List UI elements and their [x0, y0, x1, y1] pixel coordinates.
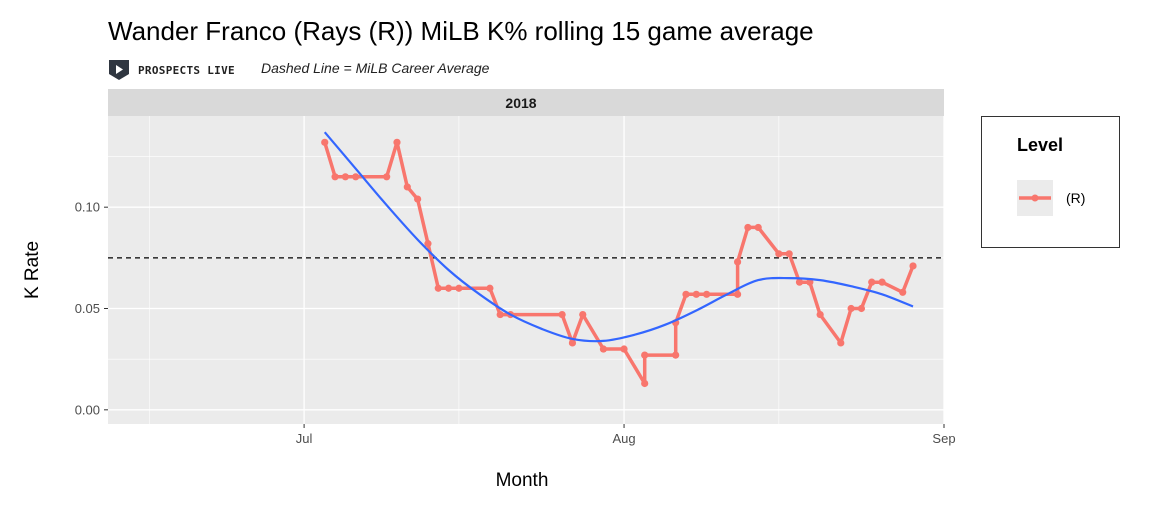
data-point: [414, 195, 422, 203]
data-point: [599, 345, 608, 353]
data-point: [403, 183, 411, 191]
play-shield-icon: [109, 60, 129, 80]
data-point: [321, 138, 329, 146]
y-tick-label: 0.10: [75, 200, 100, 215]
facet-label: 2018: [505, 95, 536, 111]
data-point: [641, 351, 649, 359]
data-point: [620, 345, 628, 353]
data-point: [424, 240, 432, 248]
data-point: [847, 304, 855, 313]
data-point: [733, 290, 742, 298]
data-point: [444, 284, 453, 292]
chart-subtitle: Dashed Line = MiLB Career Average: [261, 60, 490, 76]
data-point: [692, 290, 700, 298]
data-point: [393, 138, 401, 146]
chart-title: Wander Franco (Rays (R)) MiLB K% rolling…: [108, 16, 814, 46]
x-tick-label: Jul: [296, 431, 313, 446]
data-point: [795, 278, 804, 286]
data-point: [434, 284, 442, 292]
x-tick-label: Sep: [932, 431, 955, 446]
data-point: [352, 173, 360, 181]
brand-name: PROSPECTS LIVE: [138, 63, 235, 77]
data-point: [558, 310, 566, 319]
data-point: [341, 173, 349, 181]
data-point: [857, 304, 866, 313]
legend-title: Level: [1017, 135, 1064, 155]
legend: Level (R): [981, 116, 1120, 248]
grid-major: [108, 116, 945, 424]
data-point: [899, 288, 907, 296]
y-tick-label: 0.05: [75, 301, 100, 316]
data-point: [816, 310, 824, 319]
x-axis-label: Month: [496, 470, 549, 491]
data-point: [496, 310, 504, 319]
data-point: [703, 290, 711, 298]
legend-label-r: (R): [1066, 190, 1086, 206]
data-point: [806, 278, 814, 286]
y-axis: 0.00 0.05 0.10: [75, 200, 108, 417]
smooth-trend-line: [323, 131, 914, 343]
plot-panel: [108, 116, 944, 424]
y-tick-label: 0.00: [75, 402, 100, 417]
y-axis-label: K Rate: [22, 241, 43, 299]
data-point: [754, 223, 762, 232]
data-point: [641, 379, 649, 388]
data-point: [682, 290, 690, 298]
legend-key-r: [1017, 180, 1053, 216]
data-point: [909, 262, 917, 270]
data-point: [775, 250, 783, 258]
data-point: [331, 173, 339, 181]
x-tick-label: Aug: [612, 431, 635, 446]
data-point: [383, 173, 391, 181]
x-axis: Jul Aug Sep: [296, 424, 956, 446]
facet-strip: [108, 89, 944, 116]
data-point: [868, 278, 876, 286]
data-point: [568, 339, 577, 347]
data-point: [672, 351, 680, 359]
data-point: [579, 310, 587, 319]
data-point: [744, 223, 752, 232]
series-points: [321, 138, 917, 388]
brand-logo: PROSPECTS LIVE: [108, 59, 235, 81]
data-point: [837, 339, 845, 347]
data-point: [785, 250, 793, 258]
data-point: [733, 258, 742, 266]
data-point: [455, 284, 463, 292]
data-point: [878, 278, 886, 286]
data-point: [486, 284, 494, 292]
legend-line-point-icon: [1019, 194, 1051, 202]
